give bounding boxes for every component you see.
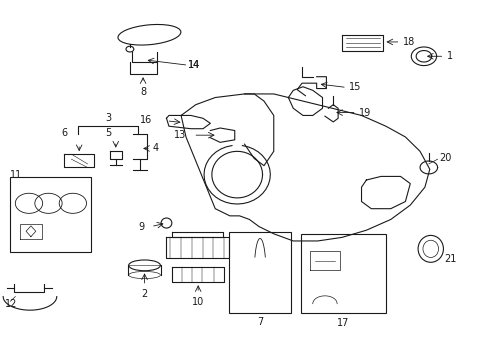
Text: 21: 21 <box>444 254 456 264</box>
Text: 16: 16 <box>139 115 152 125</box>
Text: 3: 3 <box>105 113 111 123</box>
Text: 10: 10 <box>192 297 204 307</box>
Text: 13: 13 <box>173 130 185 140</box>
Text: 8: 8 <box>140 87 146 98</box>
Bar <box>228 232 291 313</box>
Text: 11: 11 <box>10 170 22 180</box>
Text: 20: 20 <box>439 153 451 163</box>
Text: 14: 14 <box>188 60 200 70</box>
Text: 7: 7 <box>257 317 263 327</box>
Text: 6: 6 <box>61 128 67 138</box>
Text: 18: 18 <box>402 37 414 47</box>
Bar <box>300 234 385 314</box>
Text: 15: 15 <box>348 82 361 93</box>
Text: 4: 4 <box>153 143 159 153</box>
Text: 17: 17 <box>336 318 348 328</box>
Text: 1: 1 <box>446 51 452 61</box>
Text: 19: 19 <box>358 108 370 118</box>
Bar <box>10 177 91 252</box>
Text: 14: 14 <box>188 60 200 70</box>
Text: 5: 5 <box>104 128 111 138</box>
Text: 2: 2 <box>141 289 147 300</box>
Text: 12: 12 <box>4 299 17 309</box>
Text: 9: 9 <box>138 222 144 232</box>
